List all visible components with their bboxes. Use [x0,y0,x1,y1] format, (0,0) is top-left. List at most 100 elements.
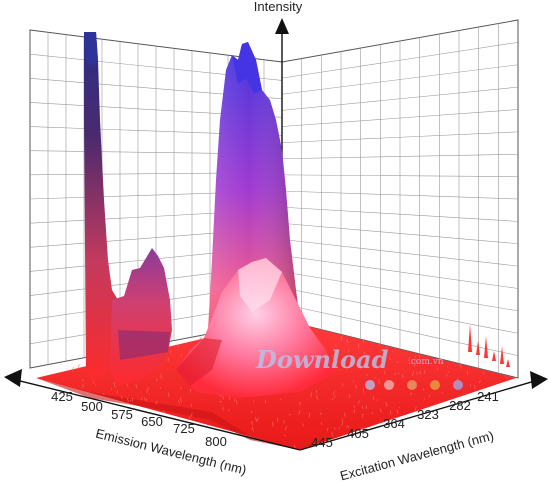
grid-line [371,411,374,415]
excitation-tick: 405 [347,426,369,441]
grid-line [272,421,274,427]
grid-line [331,354,333,357]
excitation-tick: 323 [417,407,439,422]
emission-tick: 425 [51,389,73,404]
grid-line [281,86,519,111]
noise-spike [468,324,472,352]
grid-line [281,287,519,334]
grid-line [145,398,148,402]
grid-line [160,374,162,379]
excitation-tick-labels: 445 405 364 323 282 241 [311,389,499,450]
grid-line [190,404,193,407]
grid-line [357,400,360,404]
grid-line [330,431,333,435]
grid-line [281,190,519,200]
grid-line [281,131,519,143]
grid-line [478,380,481,384]
grid-line [299,401,301,406]
grid-line [385,346,388,349]
grid-line [235,400,238,404]
grid-line [347,424,349,428]
grid-line [180,353,183,357]
emission-tick-labels: 425 500 575 650 725 800 [51,389,227,449]
floor-spikes [468,324,510,367]
grid-line [446,365,449,368]
grid-line [281,109,519,127]
emission-tick: 650 [141,414,163,429]
grid-line [372,395,375,401]
peak-left-secondary [110,248,172,386]
grid-line [81,379,84,382]
grid-line [250,410,253,414]
grid-line [162,410,165,414]
intensity-axis-title: Intensity [254,0,303,14]
grid-line [414,406,417,411]
grid-line [281,64,519,95]
grid-line [361,427,364,429]
grid-line [281,206,519,222]
grid-line [227,409,230,411]
grid-line [288,413,291,416]
grid-line [315,390,318,394]
grid-line [180,387,182,390]
grid-line [446,373,448,377]
grid-line [423,370,426,375]
grid-line [362,388,365,393]
grid-line [197,339,200,341]
grid-line [394,373,396,376]
grid-line [253,400,255,402]
grid-line [113,382,115,385]
grid-line [428,394,431,397]
emission-tick: 500 [81,399,103,414]
svg-text:.com.vn: .com.vn [408,357,444,367]
watermark-logo: Download .com.vn [255,345,463,390]
back-wall-right [281,19,519,379]
grid-line [348,394,351,399]
grid-line [178,399,181,405]
grid-line [436,368,439,371]
grid-line [361,413,364,418]
grid-line [333,390,336,395]
noise-spike [500,346,504,364]
grid-line [409,392,412,395]
noise-spike [492,351,496,361]
grid-line [281,239,519,267]
grid-line [281,153,519,160]
grid-line [474,385,476,390]
grid-line [140,397,143,401]
grid-line [335,344,337,348]
grid-line [385,401,388,407]
grid-line [191,412,193,417]
grid-line [281,255,519,289]
grid-line [71,367,74,372]
grid-line [341,383,344,387]
peak-main-secondary [176,258,336,398]
grid-line [283,434,286,437]
grid-line [397,372,400,375]
grid-line [331,433,334,437]
grid-line [285,426,287,431]
grid-line [363,351,366,355]
grid-line [315,395,318,400]
grid-line [126,397,129,402]
grid-line [92,381,95,384]
grid-line [396,361,399,364]
emission-tick: 800 [205,434,227,449]
grid-line [441,391,444,394]
grid-line [135,384,138,389]
grid-line [77,364,80,369]
grid-line [333,395,336,398]
grid-line [256,417,259,422]
noise-spike [476,341,480,355]
grid-line [396,409,399,415]
grid-line [320,421,323,425]
grid-line [505,376,508,379]
grid-line [482,371,485,375]
grid-line [361,405,364,409]
grid-line [144,397,146,400]
grid-line [251,426,254,432]
grid-line [353,409,355,414]
grid-line [379,408,382,413]
grid-line [339,368,341,371]
excitation-tick: 364 [383,416,405,431]
